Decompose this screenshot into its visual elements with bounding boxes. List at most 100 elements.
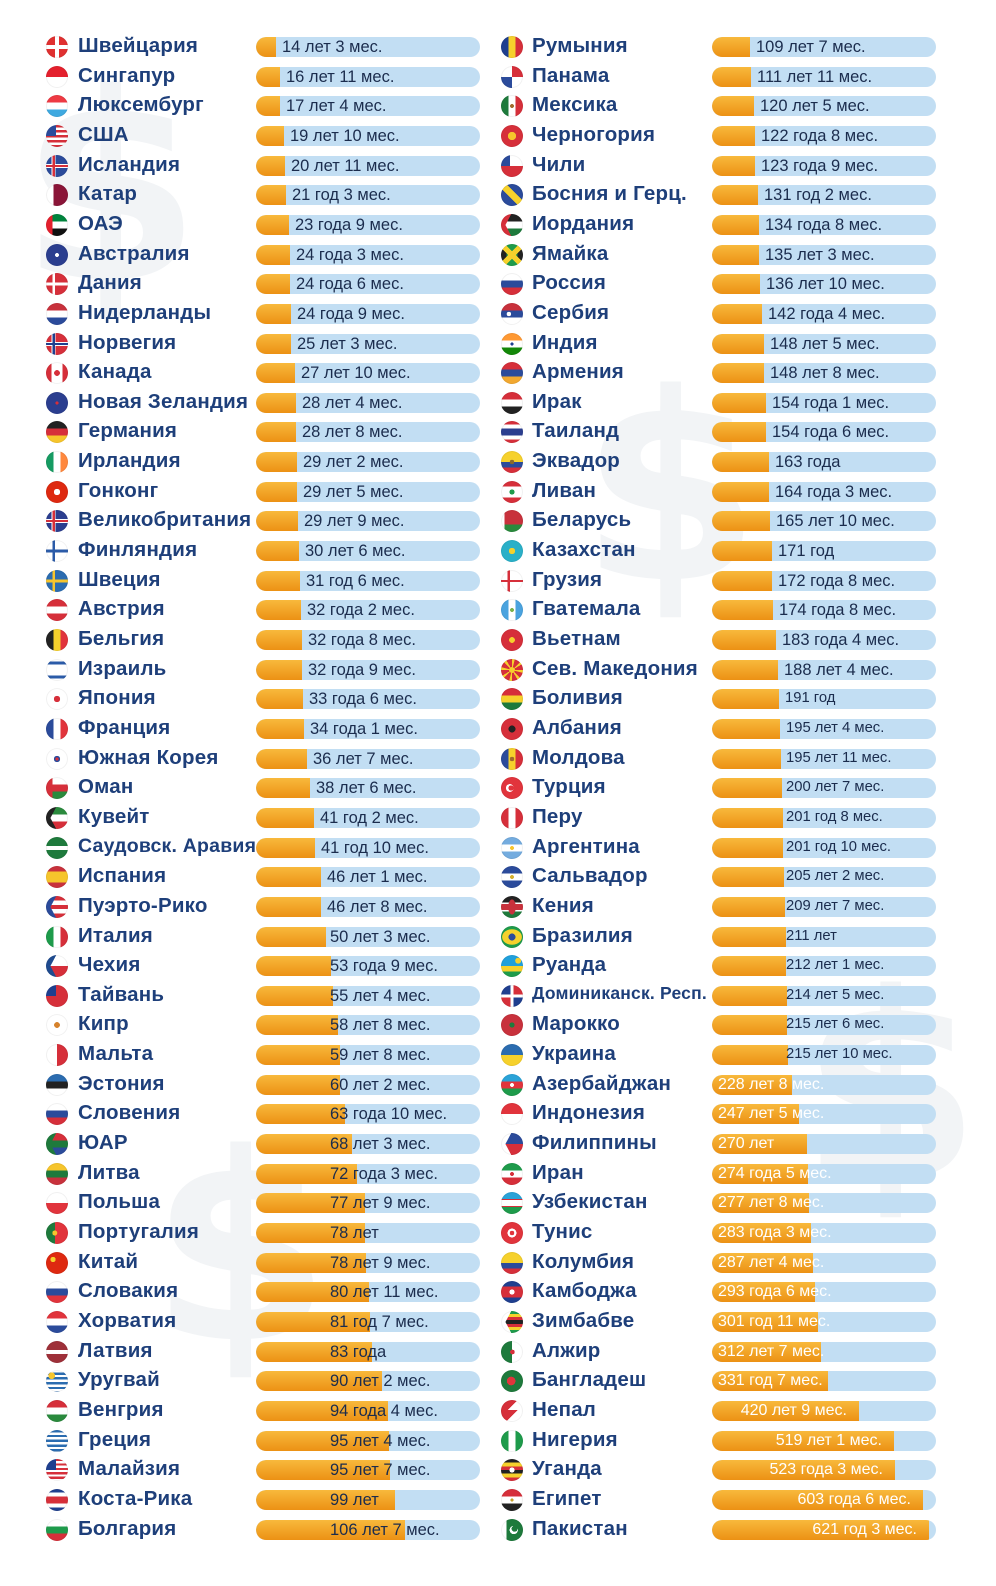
country-label: Израиль: [78, 656, 167, 680]
value-label: 171 год: [778, 542, 835, 561]
bar: [712, 718, 780, 739]
bar: [712, 1163, 808, 1184]
nigeria-flag-icon: [501, 1429, 523, 1452]
country-label: Саудовск. Аравия: [78, 834, 257, 857]
country-label: Армения: [532, 360, 624, 384]
norway-flag-icon: [46, 332, 68, 355]
bar-track: 20 лет 11 мес.: [256, 155, 480, 176]
value-label: 120 лет 5 мес.: [760, 97, 870, 116]
spain-flag-icon: [46, 866, 68, 889]
country-label: Вьетнам: [532, 627, 621, 650]
indonesia-flag-icon: [501, 1103, 523, 1126]
value-label: 148 лет 8 мес.: [770, 364, 880, 383]
bar: [256, 689, 303, 710]
bar-track: 215 лет 10 мес.: [712, 1045, 936, 1066]
bar: [256, 274, 290, 295]
bar: [712, 1489, 923, 1510]
country-label: Германия: [78, 419, 178, 443]
bar: [712, 778, 782, 799]
bar: [256, 363, 295, 384]
bar-track: 191 год: [712, 689, 936, 710]
slovakia-flag-icon: [46, 1281, 68, 1304]
country-label: Босния и Герц.: [532, 182, 687, 206]
bar: [256, 511, 298, 532]
value-label: 135 лет 3 мес.: [765, 245, 875, 264]
country-label: Непал: [532, 1397, 597, 1421]
country-label: Великобритания: [78, 508, 252, 532]
value-label: 46 лет 1 мес.: [327, 868, 428, 887]
pakistan-flag-icon: [501, 1518, 523, 1541]
jordan-flag-icon: [501, 213, 523, 236]
value-label: 123 года 9 мес.: [761, 156, 879, 175]
bar-row: Боливия 191 год: [0, 686, 996, 711]
country-label: Ливан: [532, 478, 597, 502]
kuwait-flag-icon: [46, 806, 68, 829]
bar-row: Литва 72 года 3 мес.: [0, 1161, 996, 1186]
value-label: 142 года 4 мес.: [768, 304, 886, 323]
bar-row: Нигерия 519 лет 1 мес.: [0, 1428, 996, 1453]
latvia-flag-icon: [46, 1340, 68, 1363]
bar-row: Албания 195 лет 4 мес.: [0, 716, 996, 741]
bar-track: 99 лет: [256, 1489, 480, 1510]
bar-row: Австрия 32 года 2 мес.: [0, 597, 996, 622]
croatia-flag-icon: [46, 1310, 68, 1333]
cambodia-flag-icon: [501, 1281, 523, 1304]
value-label: 83 года: [330, 1342, 387, 1361]
value-label: 621 год 3 мес.: [812, 1520, 917, 1538]
bar-track: 201 год 8 мес.: [712, 807, 936, 828]
country-label: Кения: [532, 893, 594, 917]
bar: [256, 659, 302, 680]
bar: [256, 778, 310, 799]
iran-flag-icon: [501, 1162, 523, 1185]
bar: [256, 392, 296, 413]
country-label: Черногория: [532, 122, 656, 146]
bar-track: 24 года 3 мес.: [256, 244, 480, 265]
bar-row: Люксембург 17 лет 4 мес.: [0, 93, 996, 118]
hungary-flag-icon: [46, 1399, 68, 1422]
bar-row: ЮАР 68 лет 3 мес.: [0, 1131, 996, 1156]
bar-row: Руанда 212 лет 1 мес.: [0, 953, 996, 978]
value-label: 131 год 2 мес.: [764, 186, 872, 205]
bar-track: 31 год 6 мес.: [256, 570, 480, 591]
value-label: 21 год 3 мес.: [292, 186, 391, 205]
denmark-flag-icon: [46, 273, 68, 296]
poland-flag-icon: [46, 1192, 68, 1215]
bar-row: Греция 95 лет 4 мес.: [0, 1428, 996, 1453]
sweden-flag-icon: [46, 569, 68, 592]
china-flag-icon: [46, 1251, 68, 1274]
bar: [256, 37, 276, 57]
montenegro-flag-icon: [501, 124, 523, 147]
value-label: 134 года 8 мес.: [765, 215, 883, 234]
bar-row: Армения 148 лет 8 мес.: [0, 360, 996, 385]
bar-row: Испания 46 лет 1 мес.: [0, 864, 996, 889]
czechia-flag-icon: [46, 955, 68, 978]
bar: [712, 1519, 929, 1540]
bar-track: 17 лет 4 мес.: [256, 96, 480, 117]
bar: [256, 748, 307, 769]
singapore-flag-icon: [46, 65, 68, 88]
bar: [256, 303, 291, 324]
bar-track: 78 лет 9 мес.: [256, 1252, 480, 1273]
bar-row: Уругвай 90 лет 2 мес.: [0, 1368, 996, 1393]
bar-row: Зимбабве 301 год 11 мес.: [0, 1309, 996, 1334]
bar: [712, 1400, 859, 1421]
value-label: 72 года 3 мес.: [330, 1164, 438, 1183]
country-label: Доминиканск. Респ.: [532, 982, 707, 1003]
value-label: 122 года 8 мес.: [761, 126, 879, 145]
bar-row: Ирак 154 года 1 мес.: [0, 390, 996, 415]
bar: [256, 1193, 365, 1214]
value-label: 20 лет 11 мес.: [291, 156, 400, 175]
bar-track: 165 лет 10 мес.: [712, 511, 936, 532]
bar-track: 183 года 4 мес.: [712, 630, 936, 650]
country-label: Румыния: [532, 34, 628, 57]
country-label: Новая Зеландия: [78, 389, 249, 413]
bar: [256, 630, 302, 650]
bar: [712, 1252, 813, 1273]
philippines-flag-icon: [501, 1133, 523, 1156]
bar-row: Норвегия 25 лет 3 мес.: [0, 331, 996, 356]
bar-row: Сербия 142 года 4 мес.: [0, 301, 996, 326]
bar-row: Германия 28 лет 8 мес.: [0, 419, 996, 444]
bulgaria-flag-icon: [46, 1518, 68, 1541]
jamaica-flag-icon: [501, 243, 523, 266]
cyprus-flag-icon: [46, 1014, 68, 1037]
